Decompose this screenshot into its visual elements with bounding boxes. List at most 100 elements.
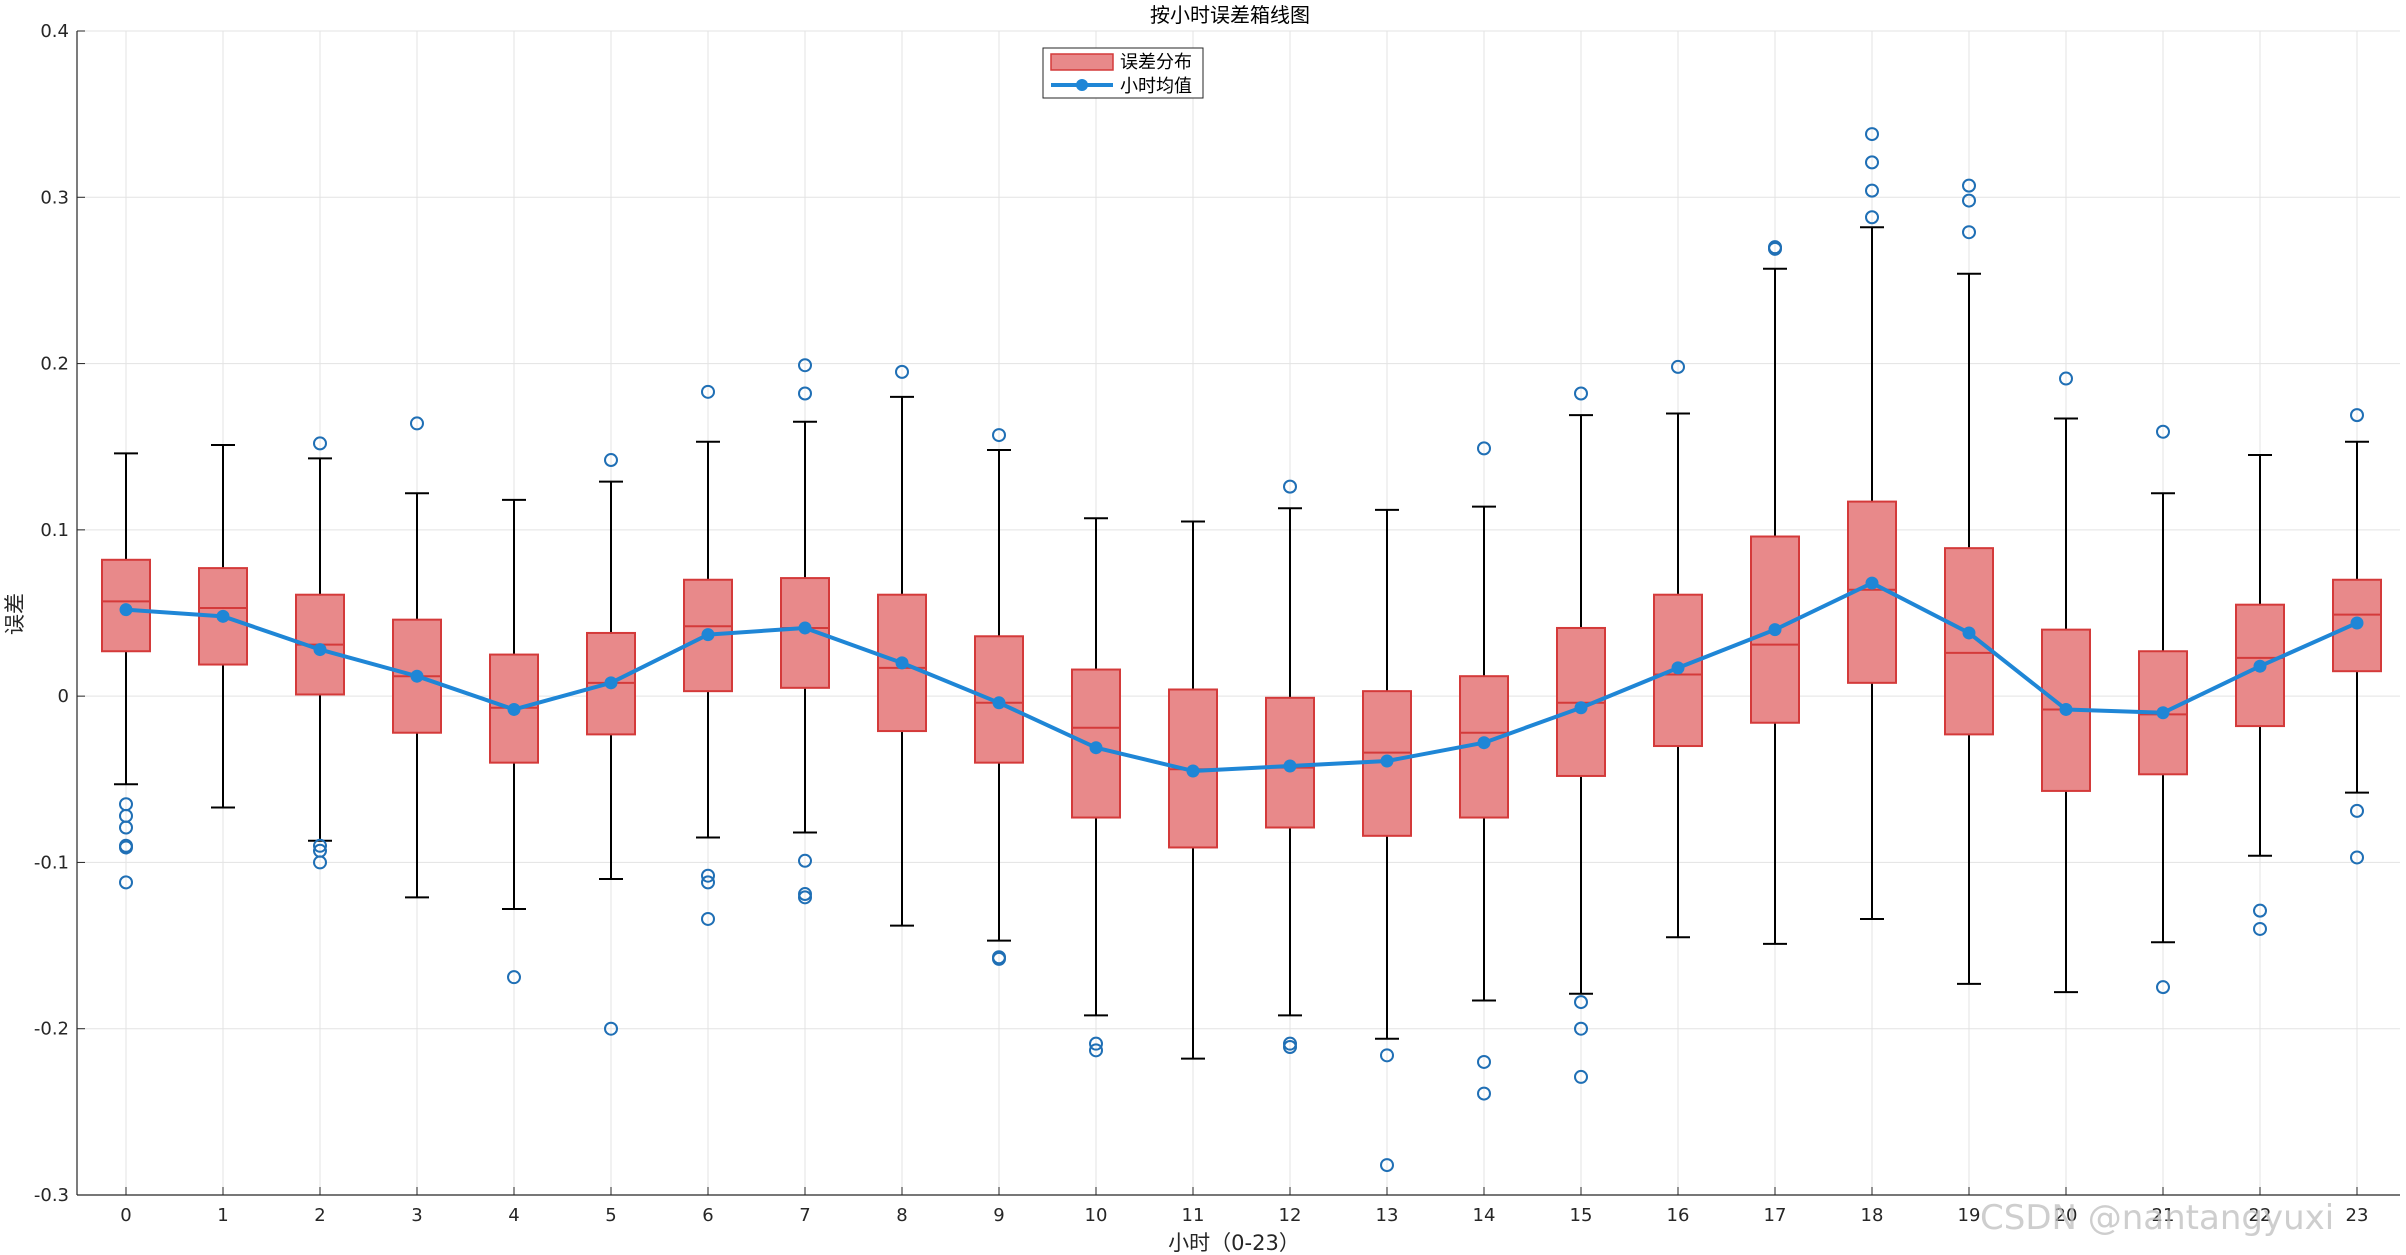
outlier-point	[1283, 1040, 1297, 1055]
outlier-point	[798, 358, 812, 373]
outlier-point	[1477, 1054, 1491, 1069]
x-tick-label: 17	[1764, 1205, 1787, 1226]
outlier-point	[119, 840, 133, 855]
mean-point	[313, 643, 327, 657]
x-tick-label: 11	[1182, 1205, 1205, 1226]
x-tick-label: 12	[1279, 1205, 1302, 1226]
mean-point	[1768, 623, 1782, 637]
x-tick-label: 3	[411, 1205, 422, 1226]
outlier-point	[992, 951, 1006, 966]
x-tick-label: 16	[1667, 1205, 1690, 1226]
x-tick-label: 7	[799, 1205, 810, 1226]
axes: -0.3-0.2-0.100.10.20.30.40 1 2 3 4 5 6 7 8 9 10 11 1…	[34, 21, 2400, 1226]
y-tick-label: -0.2	[34, 1019, 69, 1040]
y-tick-label: 0.3	[40, 187, 69, 208]
outlier-point	[1574, 386, 1588, 401]
legend-line-label: 小时均值	[1120, 76, 1192, 97]
mean-point	[1089, 741, 1103, 755]
outlier-point	[1962, 225, 1976, 240]
outlier-point	[2253, 921, 2267, 936]
mean-point	[1186, 764, 1200, 778]
outlier-point	[1089, 1036, 1103, 1051]
mean-point	[2350, 616, 2364, 630]
x-tick-label: 20	[2055, 1205, 2078, 1226]
watermark: CSDN @nantangyuxi	[1980, 1198, 2334, 1238]
mean-point	[2059, 702, 2073, 716]
outlier-point	[701, 868, 715, 883]
outlier-point	[1477, 441, 1491, 456]
mean-point	[119, 603, 133, 617]
outlier-point	[701, 384, 715, 399]
outlier-point	[701, 911, 715, 926]
outlier-point	[1768, 241, 1782, 256]
y-axis-label: 误差	[3, 593, 27, 635]
x-tick-label: 4	[508, 1205, 519, 1226]
y-tick-label: 0	[58, 686, 69, 707]
mean-point	[216, 609, 230, 623]
chart-title: 按小时误差箱线图	[1150, 3, 1310, 27]
x-tick-label: 5	[605, 1205, 616, 1226]
x-tick-label: 21	[2152, 1205, 2175, 1226]
x-tick-label: 13	[1376, 1205, 1399, 1226]
outlier-point	[798, 853, 812, 868]
mean-point	[1962, 626, 1976, 640]
outlier-point	[1865, 183, 1879, 198]
x-tick-label: 8	[896, 1205, 907, 1226]
outlier-point	[798, 890, 812, 905]
outlier-point	[2253, 903, 2267, 918]
outlier-point	[1380, 1048, 1394, 1063]
x-axis-label: 小时（0-23）	[1168, 1231, 1300, 1255]
mean-point	[1380, 754, 1394, 768]
y-tick-label: -0.3	[34, 1185, 69, 1206]
outlier-point	[1477, 1086, 1491, 1101]
outlier-point	[1574, 1069, 1588, 1084]
outlier-point	[2156, 980, 2170, 995]
outlier-point	[2350, 850, 2364, 865]
outlier-point	[895, 364, 909, 379]
mean-point	[1865, 576, 1879, 590]
mean-point	[1574, 701, 1588, 715]
outlier-point	[604, 1021, 618, 1036]
mean-point	[701, 628, 715, 642]
mean-point	[410, 669, 424, 683]
mean-point	[2156, 706, 2170, 720]
mean-point	[1477, 736, 1491, 750]
x-tick-label: 15	[1570, 1205, 1593, 1226]
mean-point	[1671, 661, 1685, 675]
outlier-point	[1574, 1021, 1588, 1036]
mean-point	[798, 621, 812, 635]
outlier-point	[2350, 803, 2364, 818]
mean-point	[992, 696, 1006, 710]
legend-box-swatch	[1050, 53, 1114, 71]
outlier-point	[410, 416, 424, 431]
outlier-point	[2350, 408, 2364, 423]
outlier-point	[313, 436, 327, 451]
x-tick-label: 19	[1958, 1205, 1981, 1226]
outlier-point	[1962, 178, 1976, 193]
outlier-point	[1380, 1158, 1394, 1173]
y-tick-label: 0.2	[40, 354, 69, 375]
x-tick-label: 22	[2249, 1205, 2272, 1226]
outlier-point	[992, 428, 1006, 443]
y-tick-label: 0.1	[40, 520, 69, 541]
outlier-point	[604, 453, 618, 468]
outlier-point	[1089, 1043, 1103, 1058]
x-tick-label: 1	[217, 1205, 228, 1226]
mean-line-series	[119, 576, 2364, 778]
outlier-point	[1962, 193, 1976, 208]
outlier-point	[313, 838, 327, 853]
outlier-point	[2059, 371, 2073, 386]
outlier-point	[701, 875, 715, 890]
outlier-point	[119, 820, 133, 835]
outlier-point	[1283, 479, 1297, 494]
iqr-box	[1944, 547, 1994, 736]
mean-point	[604, 676, 618, 690]
legend: 误差分布 小时均值	[1042, 47, 1204, 99]
outlier-point	[1865, 155, 1879, 170]
x-tick-label: 0	[120, 1205, 131, 1226]
outlier-point	[313, 855, 327, 870]
mean-point	[1283, 759, 1297, 773]
iqr-box	[877, 593, 927, 733]
box-hour-19	[1944, 178, 1994, 985]
